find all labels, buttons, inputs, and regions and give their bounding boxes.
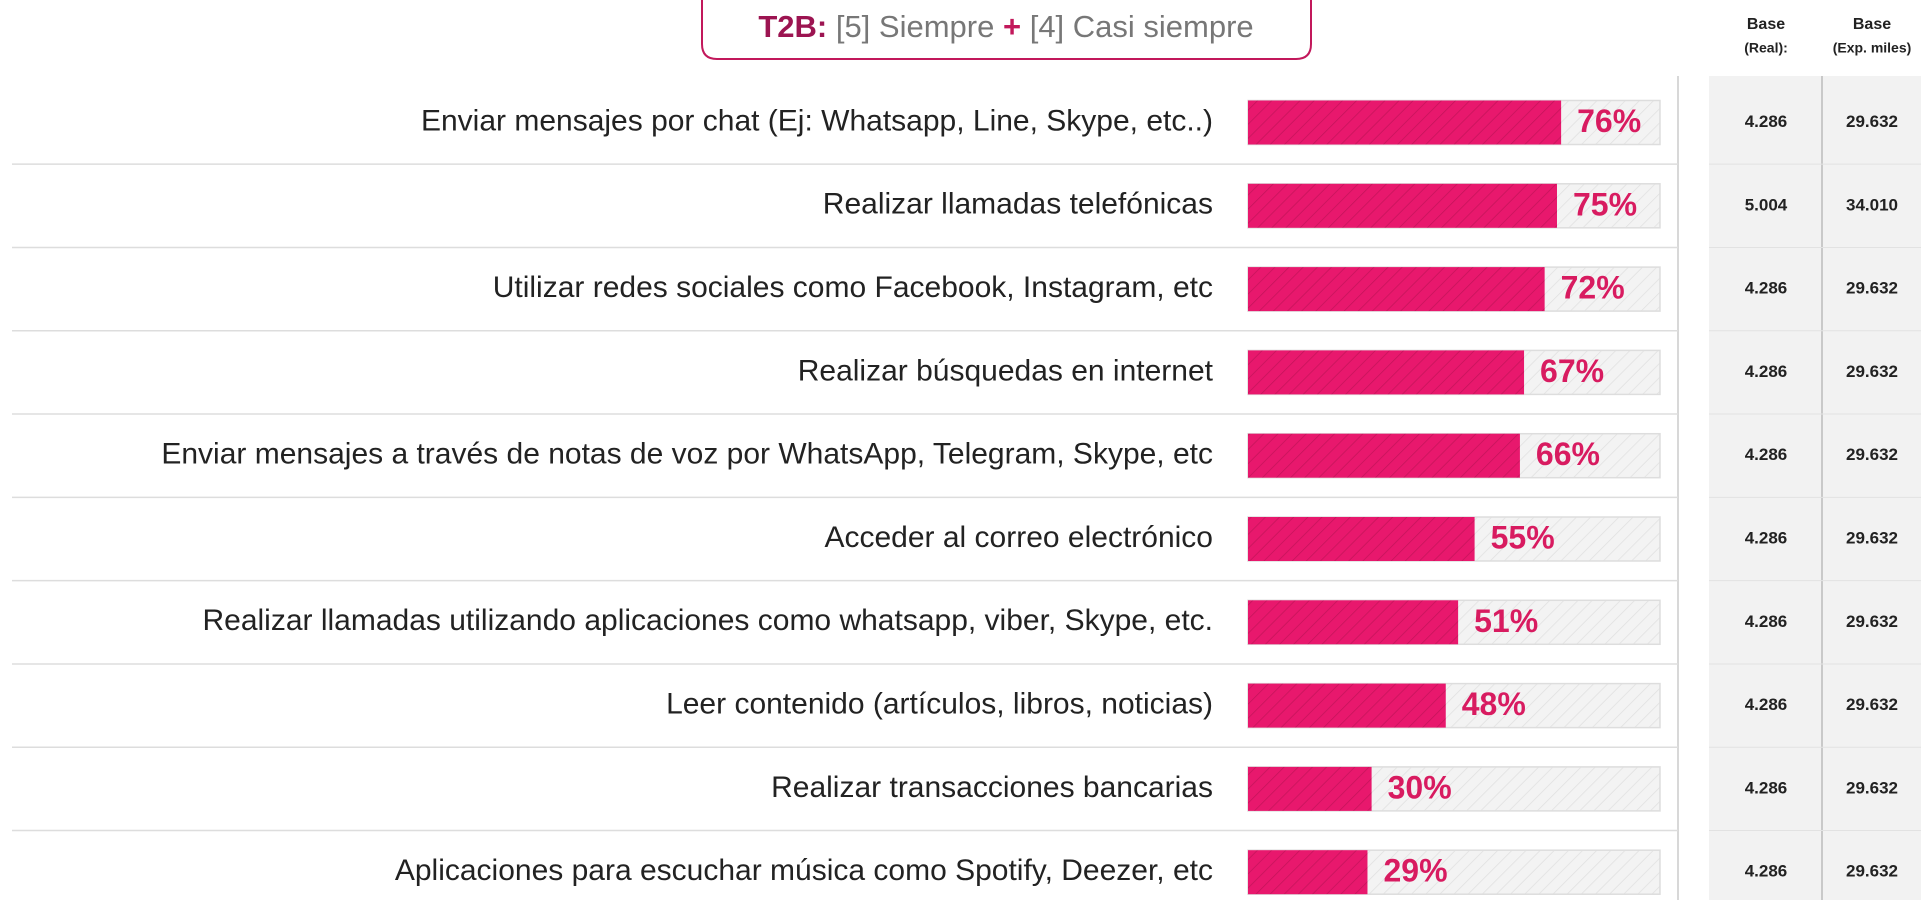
value-label: 76% [1577, 103, 1641, 139]
header-part: T2B: [758, 9, 827, 44]
bar [1248, 517, 1475, 561]
category-label: Enviar mensajes por chat (Ej: Whatsapp, … [421, 104, 1213, 137]
table-cell: 4.286 [1745, 362, 1788, 381]
bar [1248, 350, 1525, 395]
value-label: 48% [1462, 686, 1526, 722]
bar [1248, 183, 1557, 228]
table-background [1709, 76, 1921, 900]
header-part: [5] Siempre [836, 9, 995, 44]
value-label: 66% [1536, 436, 1600, 472]
value-label: 75% [1573, 186, 1637, 222]
value-label: 72% [1561, 270, 1625, 306]
table-cell: 29.632 [1846, 362, 1898, 381]
table-cell: 5.004 [1745, 195, 1788, 214]
bar [1248, 766, 1372, 811]
table-cell: 4.286 [1745, 695, 1788, 714]
bar [1248, 850, 1368, 895]
table-cell: 4.286 [1745, 279, 1788, 298]
table-cell: 34.010 [1846, 195, 1898, 214]
table-cell: 4.286 [1745, 612, 1788, 631]
table-cell: 4.286 [1745, 862, 1788, 881]
bar [1248, 600, 1459, 645]
table-cell: 29.632 [1846, 862, 1898, 881]
table-cell: 29.632 [1846, 112, 1898, 131]
value-label: 29% [1383, 853, 1447, 889]
header-box [701, 0, 1312, 60]
table-cell: 29.632 [1846, 528, 1898, 547]
column-header: Base [1747, 16, 1785, 33]
column-subheader: (Exp. miles) [1833, 40, 1912, 56]
table-cell: 29.632 [1846, 695, 1898, 714]
table-cell: 29.632 [1846, 612, 1898, 631]
table-cell: 29.632 [1846, 778, 1898, 797]
value-label: 55% [1491, 519, 1555, 555]
table-cell: 4.286 [1745, 112, 1788, 131]
category-label: Realizar transacciones bancarias [771, 771, 1213, 804]
bar [1248, 267, 1545, 312]
value-label: 30% [1388, 769, 1452, 805]
column-subheader: (Real): [1744, 40, 1788, 56]
header-part: [4] Casi siempre [1030, 9, 1254, 44]
category-label: Enviar mensajes a través de notas de voz… [161, 438, 1213, 471]
category-label: Aplicaciones para escuchar música como S… [395, 854, 1213, 887]
category-label: Leer contenido (artículos, libros, notic… [666, 688, 1213, 721]
header-part: + [1003, 9, 1021, 44]
table-cell: 29.632 [1846, 279, 1898, 298]
category-label: Realizar llamadas utilizando aplicacione… [202, 604, 1213, 637]
value-label: 67% [1540, 353, 1604, 389]
value-label: 51% [1474, 603, 1538, 639]
header-title: T2B: [5] Siempre + [4] Casi siempre [758, 9, 1253, 44]
column-header: Base [1853, 16, 1891, 33]
table-cell: 4.286 [1745, 445, 1788, 464]
category-label: Realizar llamadas telefónicas [823, 188, 1213, 221]
table-cell: 29.632 [1846, 445, 1898, 464]
table-cell: 4.286 [1745, 778, 1788, 797]
bar [1248, 100, 1562, 145]
bar [1248, 433, 1520, 478]
category-label: Realizar búsquedas en internet [798, 354, 1214, 387]
category-label: Acceder al correo electrónico [824, 521, 1213, 554]
category-label: Utilizar redes sociales como Facebook, I… [493, 271, 1213, 304]
bar [1248, 683, 1446, 728]
table-cell: 4.286 [1745, 528, 1788, 547]
